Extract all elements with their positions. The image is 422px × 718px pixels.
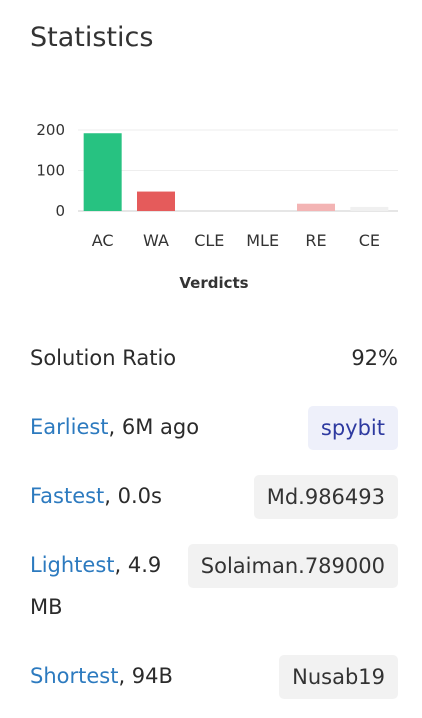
bar-re — [297, 203, 335, 211]
solution-ratio-label: Solution Ratio — [30, 346, 177, 370]
x-tick-label-ce: CE — [359, 231, 380, 250]
y-tick-label-0: 0 — [55, 202, 65, 220]
x-tick-label-ac: AC — [92, 231, 114, 250]
fastest-user-badge[interactable]: Md.986493 — [253, 475, 398, 519]
fastest-time: , 0.0s — [104, 484, 162, 508]
lightest-user-badge[interactable]: Solaiman.789000 — [187, 544, 398, 588]
lightest-link[interactable]: Lightest — [30, 553, 115, 577]
shortest-link[interactable]: Shortest — [30, 664, 119, 688]
fastest-link[interactable]: Fastest — [30, 484, 105, 508]
fastest-label: Fastest, 0.0s — [30, 475, 162, 517]
earliest-label: Earliest, 6M ago — [30, 406, 199, 448]
shortest-size: , 94B — [118, 664, 173, 688]
earliest-link[interactable]: Earliest — [30, 415, 109, 439]
verdicts-chart-svg: 0 100 200 AC WA CLE MLE RE CE Verdicts — [36, 121, 398, 292]
solution-ratio-value: 92% — [351, 346, 398, 370]
x-axis-title: Verdicts — [179, 274, 248, 292]
x-tick-label-cle: CLE — [194, 231, 224, 250]
earliest-age: , 6M ago — [108, 415, 200, 439]
bar-ce — [350, 206, 389, 211]
y-tick-label-100: 100 — [36, 162, 65, 180]
x-tick-label-wa: WA — [143, 231, 169, 250]
lightest-memory: , 4.9 — [114, 553, 162, 577]
x-tick-label-mle: MLE — [246, 231, 279, 250]
y-tick-label-200: 200 — [36, 121, 65, 139]
bar-wa — [137, 191, 175, 211]
shortest-label: Shortest, 94B — [30, 655, 173, 697]
lightest-memory-unit: MB — [30, 595, 63, 619]
statistics-title: Statistics — [30, 22, 154, 53]
lightest-label: Lightest, 4.9 MB — [30, 544, 161, 628]
shortest-user-badge[interactable]: Nusab19 — [279, 655, 398, 699]
bar-ac — [83, 133, 122, 211]
verdicts-chart: 0 100 200 AC WA CLE MLE RE CE Verdicts — [0, 110, 422, 300]
earliest-user-badge[interactable]: spybit — [307, 406, 398, 450]
x-tick-label-re: RE — [305, 231, 326, 250]
